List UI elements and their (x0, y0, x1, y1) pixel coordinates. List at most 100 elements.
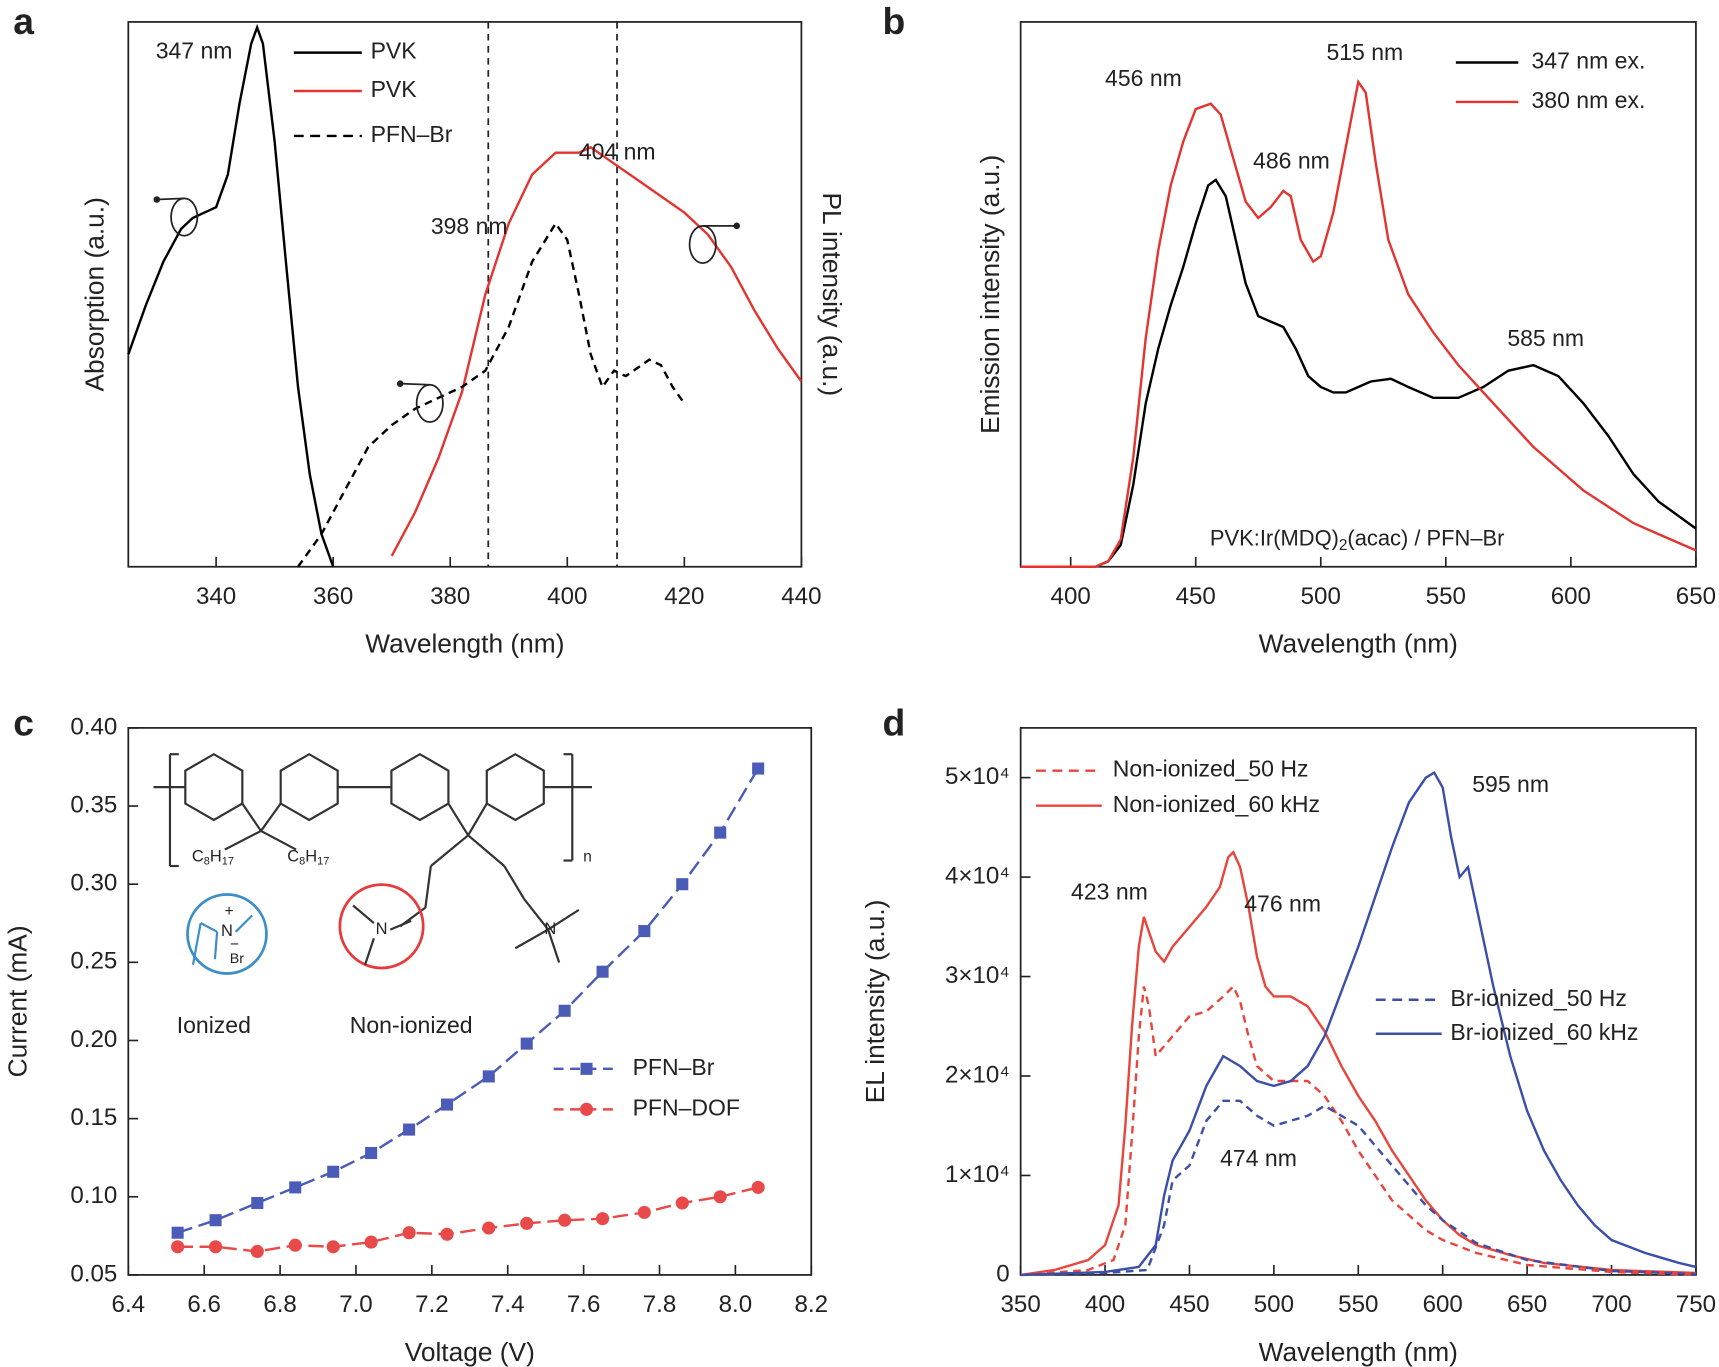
y-tick-label: 0.40 (70, 713, 117, 740)
y-tick-label: 2×10⁴ (945, 1061, 1010, 1088)
structure (547, 908, 580, 931)
x-axis-title: Wavelength (nm) (1259, 629, 1458, 659)
structure-label: N (544, 920, 556, 938)
structure (447, 802, 470, 836)
x-tick-label: 700 (1591, 1291, 1631, 1318)
x-tick-label: 7.0 (339, 1291, 373, 1318)
y-tick-label: 0.15 (70, 1104, 117, 1131)
marker (171, 1226, 184, 1239)
non-ionized-icon (338, 883, 425, 970)
marker (520, 1037, 533, 1050)
structure (352, 904, 375, 924)
structure-label: N (376, 920, 388, 938)
x-tick-label: 550 (1338, 1291, 1378, 1318)
structure (485, 752, 545, 822)
x-tick-label: 650 (1676, 583, 1716, 610)
structure (260, 829, 297, 851)
x-tick-label: 420 (664, 583, 704, 610)
axis-indicator (400, 382, 430, 386)
marker (209, 1214, 222, 1227)
ionized-icon (186, 893, 268, 975)
axis-indicator (153, 196, 161, 203)
marker (482, 1070, 495, 1083)
marker (558, 1004, 571, 1017)
plot-frame (127, 21, 803, 568)
x-tick-label: 8.0 (719, 1291, 753, 1318)
x-tick-label: 500 (1301, 583, 1341, 610)
structure-label: n (583, 848, 592, 865)
structure (260, 802, 282, 832)
marker (637, 1205, 651, 1219)
annotation: 423 nm (1071, 879, 1148, 905)
x-tick-label: 8.2 (795, 1291, 829, 1318)
marker (327, 1165, 340, 1178)
legend-label: PFN–DOF (633, 1094, 740, 1120)
x-tick-label: 550 (1426, 583, 1466, 610)
y-tick-label: 0.10 (70, 1182, 117, 1209)
series-line (297, 221, 686, 568)
structure-label: + (225, 903, 234, 920)
structure (184, 752, 244, 822)
legend-label: PFN–Br (633, 1054, 715, 1080)
marker (251, 1196, 264, 1210)
structure (234, 914, 253, 933)
annotation: 398 nm (431, 213, 508, 239)
marker (440, 1098, 454, 1111)
x-tick-label: 350 (1001, 1291, 1041, 1318)
x-tick-label: 600 (1423, 1291, 1463, 1318)
structure (424, 865, 432, 908)
legend-label: Br-ionized_50 Hz (1450, 985, 1627, 1011)
marker (713, 1190, 727, 1204)
annotation: 486 nm (1253, 147, 1330, 173)
marker (638, 925, 651, 938)
marker (365, 1146, 378, 1160)
x-tick-label: 750 (1676, 1291, 1716, 1318)
structure (503, 865, 525, 900)
axis-indicator (396, 380, 404, 387)
structure (430, 834, 469, 867)
structure-label-part: 17 (222, 856, 234, 868)
structure-label: N (221, 922, 233, 940)
legend-marker (579, 1102, 594, 1116)
marker (250, 1244, 264, 1259)
marker (752, 762, 765, 775)
structure-label-part: 8 (204, 856, 210, 868)
structure-label-part: H (210, 848, 222, 866)
x-axis-title: Wavelength (nm) (1259, 1337, 1458, 1367)
structure (467, 802, 488, 836)
panel-letter: c (13, 702, 34, 744)
marker (714, 826, 727, 839)
panel-letter: b (883, 0, 906, 42)
marker (676, 878, 689, 891)
legend-label: Non-ionized_50 Hz (1113, 756, 1309, 782)
x-tick-label: 400 (547, 583, 587, 610)
x-tick-label: 650 (1507, 1291, 1547, 1318)
y-tick-label: 5×10⁴ (945, 763, 1010, 790)
y-tick-label: 0.05 (70, 1260, 117, 1287)
x-tick-label: 450 (1169, 1291, 1209, 1318)
structure-label: Non-ionized (350, 1012, 473, 1038)
structure (467, 834, 506, 867)
series-line (1020, 984, 1696, 1277)
marker (171, 1240, 185, 1254)
marker (402, 1226, 416, 1240)
series-line (1020, 178, 1697, 568)
y-tick-label: 4×10⁴ (945, 862, 1010, 889)
annotation: 347 nm (156, 38, 233, 64)
x-tick-label: 400 (1051, 583, 1091, 610)
x-tick-label: 6.8 (263, 1291, 297, 1318)
series-line (177, 767, 760, 1234)
structure-label: − (230, 936, 239, 953)
legend-label: 347 nm ex. (1531, 48, 1645, 74)
y-tick-label: 3×10⁴ (945, 962, 1010, 989)
structure (213, 931, 219, 960)
structure (224, 829, 262, 851)
annotation: 474 nm (1220, 1145, 1297, 1171)
legend-label: PVK (371, 38, 418, 64)
x-tick-label: 7.6 (567, 1291, 601, 1318)
series-line (177, 1186, 759, 1253)
axis-indicator (156, 197, 185, 201)
marker (440, 1227, 454, 1241)
panel-letter: a (13, 0, 34, 42)
annotation: 585 nm (1507, 325, 1584, 351)
